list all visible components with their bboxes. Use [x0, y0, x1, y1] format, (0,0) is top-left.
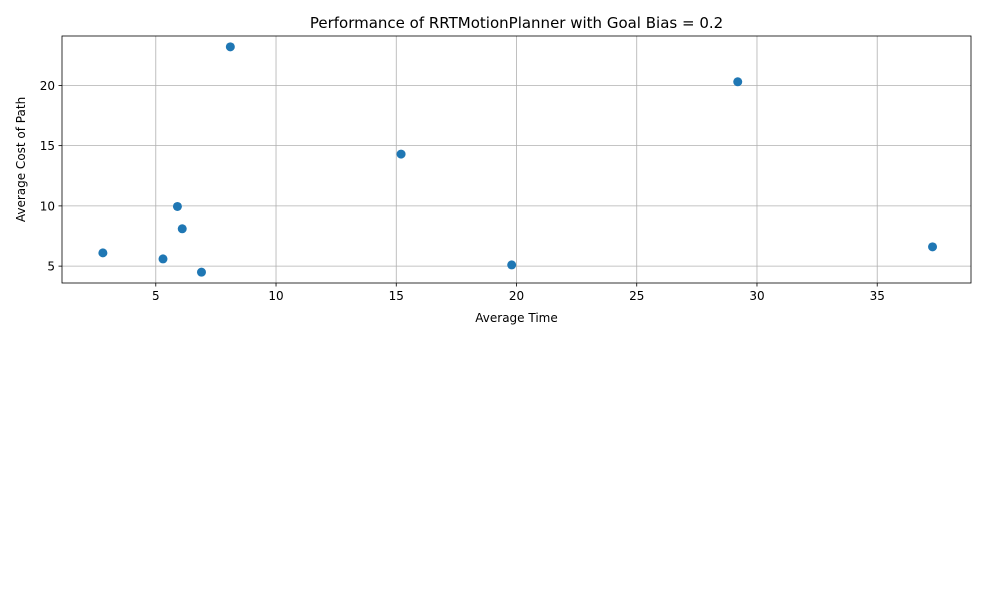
x-tick-label: 20: [509, 289, 524, 303]
data-point: [397, 150, 406, 159]
x-tick-label: 25: [629, 289, 644, 303]
data-point: [178, 224, 187, 233]
x-tick-label: 15: [389, 289, 404, 303]
data-point: [733, 77, 742, 86]
x-tick-label: 35: [870, 289, 885, 303]
y-tick-label: 20: [40, 79, 55, 93]
x-axis-label: Average Time: [475, 311, 557, 325]
y-axis-label: Average Cost of Path: [14, 97, 28, 222]
data-point: [507, 260, 516, 269]
data-point: [226, 42, 235, 51]
x-tick-label: 5: [152, 289, 160, 303]
chart-title: Performance of RRTMotionPlanner with Goa…: [310, 14, 723, 32]
axis-ticks: 5 10 15 20 25 30 35 5 10 15 20: [40, 79, 885, 303]
x-tick-label: 30: [749, 289, 764, 303]
y-tick-label: 15: [40, 139, 55, 153]
data-point: [197, 268, 206, 277]
data-point: [173, 202, 182, 211]
x-tick-label: 10: [268, 289, 283, 303]
data-point: [159, 254, 168, 263]
data-point: [98, 248, 107, 257]
y-tick-label: 5: [47, 260, 55, 274]
data-point: [928, 242, 937, 251]
grid: [62, 36, 971, 283]
y-tick-label: 10: [40, 199, 55, 213]
data-points: [98, 42, 937, 276]
